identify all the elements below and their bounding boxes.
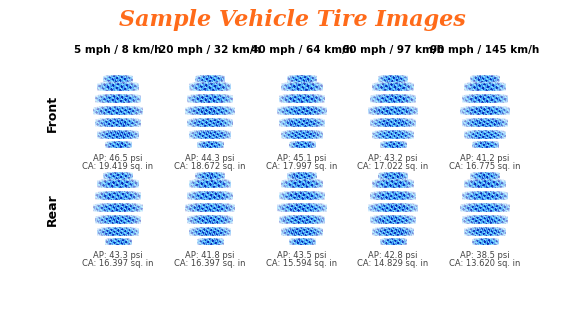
Text: 60 mph / 97 km/h: 60 mph / 97 km/h [342,45,444,55]
Text: 90 mph / 145 km/h: 90 mph / 145 km/h [430,45,540,55]
Text: CA: 17.997 sq. in: CA: 17.997 sq. in [266,162,338,171]
Text: AP: 42.8 psi: AP: 42.8 psi [369,251,418,260]
Text: CA: 15.594 sq. in: CA: 15.594 sq. in [266,259,338,268]
Text: CA: 16.775 sq. in: CA: 16.775 sq. in [449,162,521,171]
Text: AP: 43.5 psi: AP: 43.5 psi [277,251,327,260]
Text: CA: 19.419 sq. in: CA: 19.419 sq. in [82,162,154,171]
Text: CA: 14.829 sq. in: CA: 14.829 sq. in [357,259,429,268]
Text: AP: 43.3 psi: AP: 43.3 psi [93,251,143,260]
Text: CA: 17.022 sq. in: CA: 17.022 sq. in [357,162,429,171]
Text: AP: 38.5 psi: AP: 38.5 psi [460,251,510,260]
Text: AP: 46.5 psi: AP: 46.5 psi [93,154,142,163]
Text: Rear: Rear [46,194,58,226]
Text: CA: 16.397 sq. in: CA: 16.397 sq. in [174,259,246,268]
Text: 5 mph / 8 km/h: 5 mph / 8 km/h [74,45,162,55]
Text: CA: 18.672 sq. in: CA: 18.672 sq. in [174,162,246,171]
Text: AP: 41.8 psi: AP: 41.8 psi [185,251,235,260]
Text: CA: 13.620 sq. in: CA: 13.620 sq. in [449,259,521,268]
Text: AP: 44.3 psi: AP: 44.3 psi [185,154,235,163]
Text: Front: Front [46,94,58,132]
Text: 40 mph / 64 km/h: 40 mph / 64 km/h [251,45,353,55]
Text: 20 mph / 32 km/h: 20 mph / 32 km/h [159,45,261,55]
Text: AP: 43.2 psi: AP: 43.2 psi [369,154,418,163]
Text: Sample Vehicle Tire Images: Sample Vehicle Tire Images [119,9,465,31]
Text: AP: 41.2 psi: AP: 41.2 psi [460,154,510,163]
Text: CA: 16.397 sq. in: CA: 16.397 sq. in [82,259,154,268]
Text: AP: 45.1 psi: AP: 45.1 psi [277,154,326,163]
